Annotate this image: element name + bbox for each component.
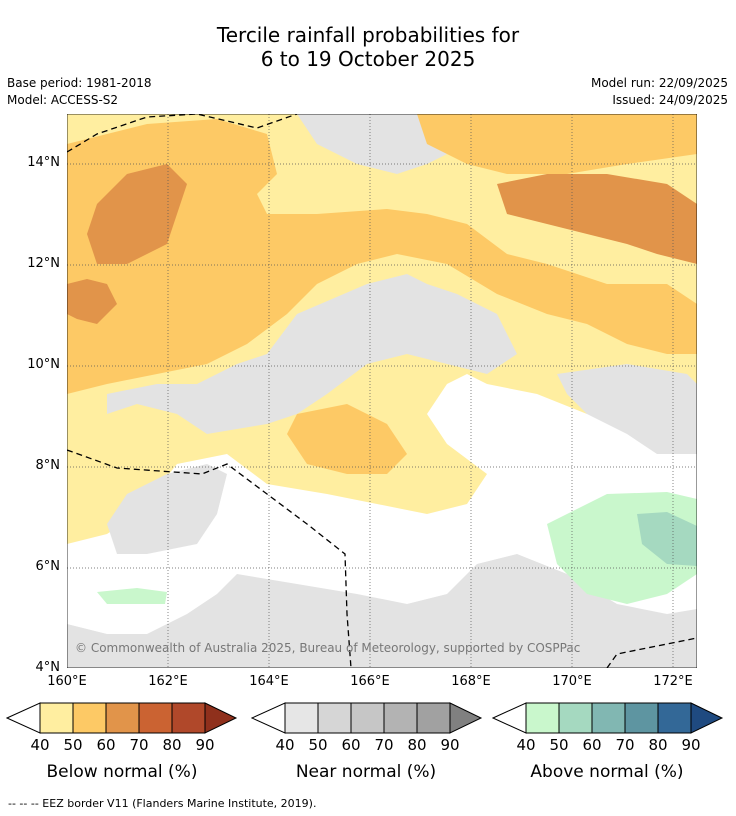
above-tick-90: 90 — [681, 736, 701, 754]
lon-label-172: 172°E — [653, 674, 693, 689]
lat-label-6: 6°N — [35, 559, 61, 574]
near-swatch-40 — [284, 702, 319, 734]
lon-label-164: 164°E — [249, 674, 289, 689]
lon-label-162: 162°E — [148, 674, 188, 689]
above-normal-colorbar — [492, 702, 724, 734]
near-swatch-50 — [317, 702, 352, 734]
above-tick-60: 60 — [582, 736, 602, 754]
lon-label-166: 166°E — [350, 674, 390, 689]
map-title-line1: Tercile rainfall probabilities for — [216, 23, 520, 47]
below-normal-title: Below normal (%) — [46, 762, 198, 782]
above-tick-70: 70 — [615, 736, 635, 754]
lon-label-160: 160°E — [47, 674, 87, 689]
model-run: Model run: 22/09/2025 — [590, 76, 728, 90]
map-title-line2: 6 to 19 October 2025 — [260, 47, 476, 71]
below-colorbar-max-arrow — [204, 702, 238, 734]
below-swatch-70 — [138, 702, 173, 734]
lon-label-168: 168°E — [451, 674, 491, 689]
model-name: Model: ACCESS-S2 — [7, 93, 119, 107]
below-normal-60-west-region — [87, 164, 187, 264]
eez-borders — [67, 114, 697, 668]
near-normal-title: Near normal (%) — [295, 762, 437, 782]
lat-label-14: 14°N — [27, 155, 60, 170]
near-swatch-70 — [383, 702, 418, 734]
below-tick-60: 60 — [96, 736, 116, 754]
issued-date: Issued: 24/09/2025 — [612, 93, 728, 107]
near-tick-70: 70 — [374, 736, 394, 754]
below-swatch-40 — [39, 702, 74, 734]
lat-label-4: 4°N — [35, 660, 61, 675]
near-tick-60: 60 — [341, 736, 361, 754]
near-normal-colorbar — [251, 702, 483, 734]
above-swatch-40 — [525, 702, 560, 734]
below-normal-60-northwest-region — [67, 279, 117, 324]
above-tick-80: 80 — [648, 736, 668, 754]
near-colorbar-max-arrow — [449, 702, 483, 734]
gridlines — [67, 114, 697, 668]
below-normal-50-region — [67, 119, 697, 394]
below-tick-70: 70 — [129, 736, 149, 754]
near-tick-90: 90 — [440, 736, 460, 754]
near-normal-east-region — [557, 364, 697, 454]
above-normal-title: Above normal (%) — [530, 762, 684, 782]
above-normal-40-small — [97, 588, 167, 604]
below-tick-50: 50 — [63, 736, 83, 754]
above-swatch-80 — [657, 702, 692, 734]
near-tick-50: 50 — [308, 736, 328, 754]
base-period: Base period: 1981-2018 — [7, 76, 152, 90]
below-normal-50-centre — [287, 404, 407, 474]
above-colorbar-min-arrow — [492, 702, 527, 734]
below-tick-80: 80 — [162, 736, 182, 754]
probability-map — [67, 114, 697, 668]
near-normal-south-region — [67, 554, 697, 668]
above-normal-50-region — [637, 512, 697, 566]
below-tick-40: 40 — [30, 736, 50, 754]
near-swatch-80 — [416, 702, 451, 734]
near-tick-80: 80 — [407, 736, 427, 754]
near-swatch-60 — [350, 702, 385, 734]
below-colorbar-min-arrow — [6, 702, 41, 734]
below-normal-60-east-region — [497, 174, 697, 264]
below-tick-90: 90 — [195, 736, 215, 754]
above-swatch-60 — [591, 702, 626, 734]
copyright-notice: © Commonwealth of Australia 2025, Bureau… — [75, 641, 581, 655]
above-swatch-50 — [558, 702, 593, 734]
below-swatch-60 — [105, 702, 140, 734]
above-tick-40: 40 — [516, 736, 536, 754]
near-colorbar-min-arrow — [251, 702, 286, 734]
near-tick-40: 40 — [275, 736, 295, 754]
eez-footer-note: -- -- -- EEZ border V11 (Flanders Marine… — [8, 797, 317, 810]
below-normal-colorbar — [6, 702, 238, 734]
above-tick-50: 50 — [549, 736, 569, 754]
lat-label-12: 12°N — [27, 256, 60, 271]
lat-label-10: 10°N — [27, 357, 60, 372]
below-normal-50-north-east — [417, 114, 697, 174]
near-normal-southwest-region — [107, 464, 227, 554]
above-swatch-70 — [624, 702, 659, 734]
below-swatch-80 — [171, 702, 206, 734]
below-swatch-50 — [72, 702, 107, 734]
near-normal-central-region — [107, 274, 517, 434]
lon-label-170: 170°E — [552, 674, 592, 689]
lat-label-8: 8°N — [35, 458, 61, 473]
above-colorbar-max-arrow — [690, 702, 724, 734]
